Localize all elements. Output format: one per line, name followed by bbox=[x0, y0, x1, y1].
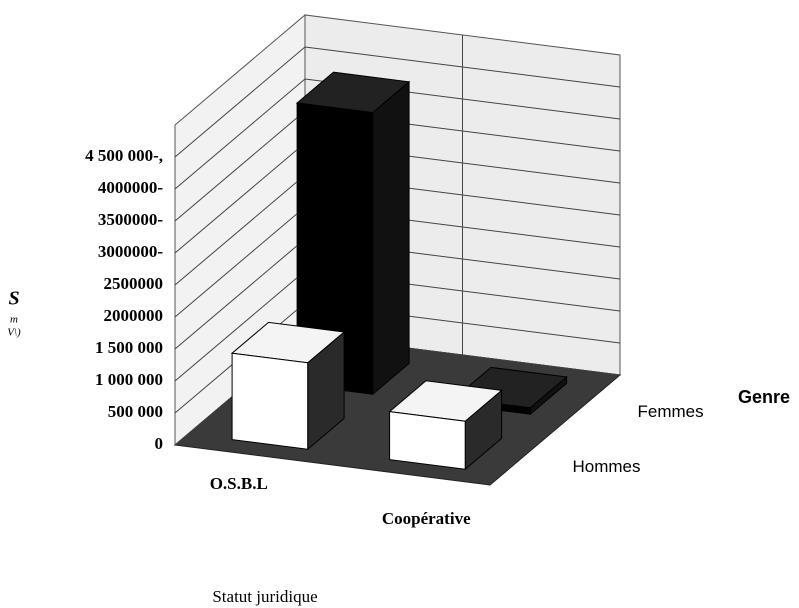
y-tick-label: 4000000- bbox=[98, 178, 164, 197]
grid-line bbox=[174, 270, 306, 382]
grid-line bbox=[174, 110, 306, 222]
y-tick-label: 3000000- bbox=[98, 242, 164, 261]
y-tick-label: 4 500 000-, bbox=[85, 146, 163, 165]
y-tick-label: 2500000 bbox=[104, 274, 164, 293]
series-label: Hommes bbox=[573, 457, 641, 476]
y-tick-label: 500 000 bbox=[108, 402, 163, 421]
bar-front bbox=[231, 352, 309, 450]
grid-line bbox=[174, 46, 306, 158]
x-axis-label: Statut juridique bbox=[212, 587, 317, 606]
grid-line bbox=[174, 142, 306, 254]
grid-line bbox=[174, 238, 306, 350]
y-axis-label: m bbox=[10, 314, 18, 326]
y-tick-label: 3500000- bbox=[98, 210, 164, 229]
y-axis-label: S bbox=[8, 288, 19, 310]
y-tick-label: 1 500 000 bbox=[95, 338, 163, 357]
bar bbox=[295, 71, 411, 396]
depth-axis-label: Genre bbox=[738, 387, 790, 407]
bar bbox=[388, 380, 503, 471]
grid-line bbox=[174, 174, 306, 286]
series-label: Femmes bbox=[638, 402, 704, 421]
y-tick-label: 2000000 bbox=[104, 306, 164, 325]
x-tick-label: O.S.B.L bbox=[210, 474, 268, 493]
bar bbox=[230, 321, 346, 451]
grid-line bbox=[174, 78, 306, 190]
y-tick-label: 1 000 000 bbox=[95, 370, 163, 389]
bar-side bbox=[372, 80, 410, 396]
bar-front bbox=[296, 102, 374, 395]
x-tick-label: Coopérative bbox=[382, 509, 471, 528]
grid-line bbox=[174, 206, 306, 318]
y-axis-label: V\) bbox=[7, 327, 21, 339]
y-tick-label: 0 bbox=[155, 434, 164, 453]
bar-front bbox=[389, 411, 466, 470]
